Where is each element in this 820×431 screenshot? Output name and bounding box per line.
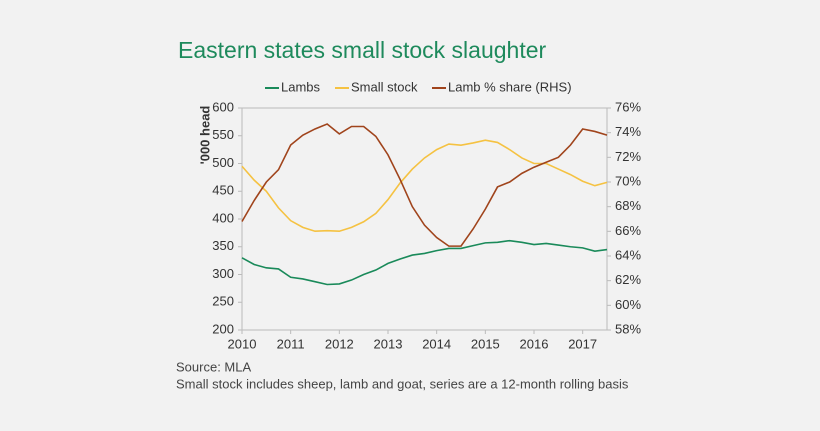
y-tick-label: 500 — [212, 155, 234, 170]
chart-title: Eastern states small stock slaughter — [178, 37, 546, 63]
y-tick-label: 550 — [212, 127, 234, 142]
y-tick-label: 450 — [212, 183, 234, 198]
x-tick-label: 2012 — [325, 336, 354, 351]
y2-tick-label: 72% — [615, 149, 641, 164]
y-tick-label: 600 — [212, 99, 234, 114]
x-tick-label: 2017 — [568, 336, 597, 351]
y2-tick-label: 74% — [615, 124, 641, 139]
y-tick-label: 400 — [212, 210, 234, 225]
x-tick-label: 2011 — [277, 336, 305, 351]
series-line — [241, 239, 608, 286]
y2-tick-label: 66% — [615, 223, 641, 238]
y2-tick-label: 64% — [615, 247, 641, 262]
x-tick-label: 2013 — [374, 336, 403, 351]
x-tick-label: 2014 — [422, 336, 451, 351]
y2-tick-label: 62% — [615, 272, 641, 287]
legend-label: Small stock — [351, 79, 418, 94]
y2-tick-label: 58% — [615, 321, 641, 336]
legend-label: Lambs — [281, 79, 321, 94]
series-line — [241, 139, 608, 233]
series-line — [241, 123, 608, 247]
y-tick-label: 200 — [212, 321, 234, 336]
footnote: Small stock includes sheep, lamb and goa… — [176, 376, 629, 391]
x-tick-label: 2015 — [471, 336, 500, 351]
source-note: Source: MLA — [176, 359, 251, 374]
y-axis-label: '000 head — [197, 106, 212, 165]
y2-tick-label: 60% — [615, 297, 641, 312]
y2-tick-label: 76% — [615, 99, 641, 114]
y-tick-label: 300 — [212, 266, 234, 281]
x-tick-label: 2010 — [228, 336, 257, 351]
y-tick-label: 250 — [212, 294, 234, 309]
x-tick-label: 2016 — [520, 336, 549, 351]
legend-label: Lamb % share (RHS) — [448, 79, 572, 94]
y2-tick-label: 70% — [615, 173, 641, 188]
plot-frame — [241, 107, 608, 331]
y-tick-label: 350 — [212, 238, 234, 253]
y2-tick-label: 68% — [615, 198, 641, 213]
